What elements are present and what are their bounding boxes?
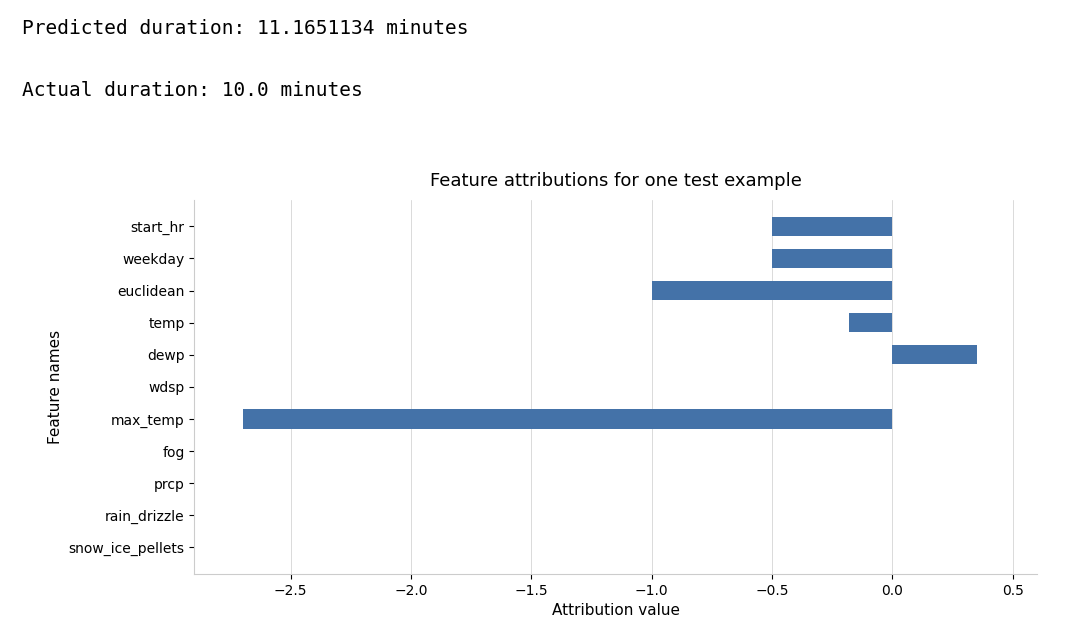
Text: Predicted duration: 11.1651134 minutes: Predicted duration: 11.1651134 minutes bbox=[22, 19, 468, 37]
Text: Actual duration: 10.0 minutes: Actual duration: 10.0 minutes bbox=[22, 81, 363, 100]
Bar bbox=[772, 217, 892, 236]
Y-axis label: Feature names: Feature names bbox=[49, 330, 63, 444]
Bar bbox=[243, 409, 892, 429]
Bar bbox=[849, 313, 892, 333]
Bar bbox=[772, 249, 892, 268]
X-axis label: Attribution value: Attribution value bbox=[552, 603, 679, 618]
Bar bbox=[651, 281, 892, 300]
Title: Feature attributions for one test example: Feature attributions for one test exampl… bbox=[430, 172, 801, 190]
Bar bbox=[892, 345, 976, 364]
